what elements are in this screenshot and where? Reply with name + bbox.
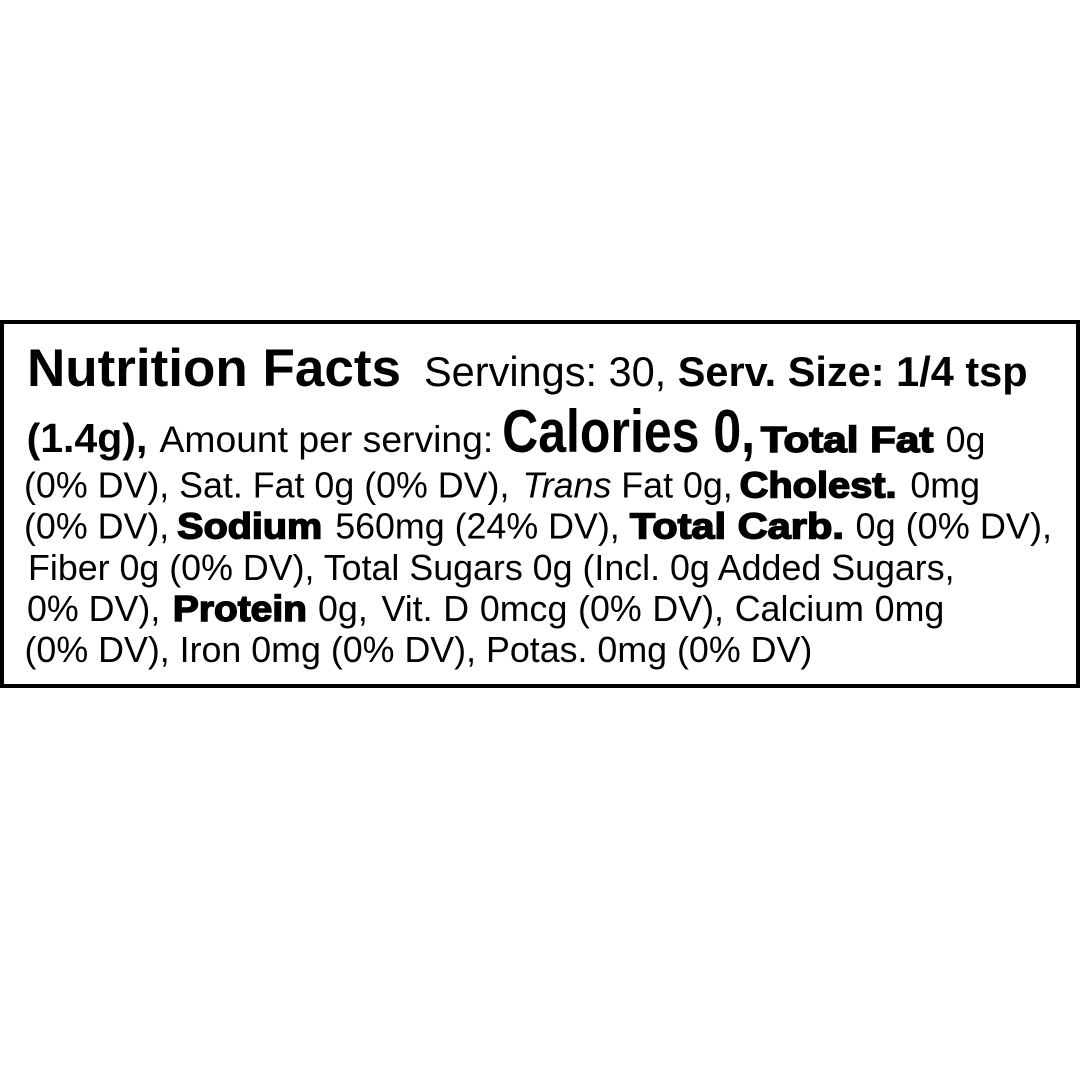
svg-text:560mg (24% DV),: 560mg (24% DV), xyxy=(335,507,620,547)
svg-text:(0% DV),: (0% DV), xyxy=(24,507,169,547)
svg-text:Protein: Protein xyxy=(173,588,307,629)
svg-text:Nutrition Facts: Nutrition Facts xyxy=(27,339,401,398)
svg-text:(0% DV), Sat. Fat 0g (0% DV),: (0% DV), Sat. Fat 0g (0% DV), Trans Fat … xyxy=(24,466,733,506)
svg-text:Vit. D 0mcg (0% DV), Calcium 0: Vit. D 0mcg (0% DV), Calcium 0mg xyxy=(382,589,945,629)
svg-text:0g (0% DV),: 0g (0% DV), xyxy=(856,506,1053,547)
svg-text:Servings: 30, Serv. Size: 1/4: Servings: 30, Serv. Size: 1/4 tsp xyxy=(424,348,1028,395)
svg-text:Fiber 0g (0% DV), Total Sugars: Fiber 0g (0% DV), Total Sugars 0g (Incl.… xyxy=(28,548,955,588)
svg-text:0mg: 0mg xyxy=(910,466,980,506)
svg-text:(0% DV), Iron 0mg (0% DV), Pot: (0% DV), Iron 0mg (0% DV), Potas. 0mg (0… xyxy=(25,630,813,670)
svg-text:Amount per serving:: Amount per serving: xyxy=(160,418,494,460)
svg-text:0g,: 0g, xyxy=(318,589,368,629)
svg-text:Cholest.: Cholest. xyxy=(740,465,897,506)
svg-text:0% DV),: 0% DV), xyxy=(27,589,160,629)
svg-text:Total Carb.: Total Carb. xyxy=(630,506,844,547)
svg-text:Calories 0,: Calories 0, xyxy=(502,398,755,465)
svg-text:0g: 0g xyxy=(946,420,986,460)
svg-text:Sodium: Sodium xyxy=(177,506,322,547)
svg-text:(1.4g),: (1.4g), xyxy=(27,415,148,461)
svg-text:Total Fat: Total Fat xyxy=(761,419,934,460)
